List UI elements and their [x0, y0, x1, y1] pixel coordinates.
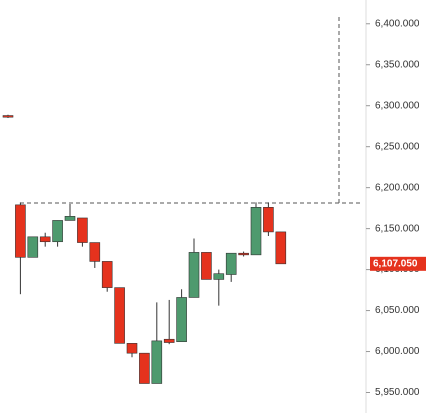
candle-body: [250, 207, 262, 256]
candle-body: [126, 343, 138, 354]
last-price-box: [370, 256, 426, 271]
y-tick-label: 6,300.000: [375, 100, 420, 111]
candle-body: [2, 115, 14, 118]
y-tick-label: 6,400.000: [375, 18, 420, 29]
candle-body: [27, 236, 39, 258]
candle-body: [114, 287, 125, 344]
candle-body: [101, 261, 113, 288]
candle-body: [275, 231, 287, 265]
candle-body: [225, 252, 237, 275]
candle-body: [89, 242, 101, 262]
candle-body: [176, 297, 187, 343]
candle-body: [188, 252, 200, 298]
y-tick-label: 5,950.000: [375, 387, 420, 398]
candle-body: [139, 352, 150, 384]
candle-body: [39, 236, 51, 243]
y-tick-label: 6,050.000: [375, 305, 420, 316]
candle-body: [163, 338, 175, 343]
candle-body: [52, 220, 63, 243]
candle-body: [151, 340, 163, 384]
y-tick-label: 6,150.000: [375, 223, 420, 234]
y-tick-label: 6,350.000: [375, 59, 420, 70]
candle-body: [201, 252, 212, 280]
candle-body: [238, 252, 249, 256]
y-tick-label: 6,250.000: [375, 141, 420, 152]
candle-body: [77, 217, 88, 243]
candle-body: [213, 273, 225, 280]
candle-body: [64, 216, 76, 221]
candle-body: [15, 204, 26, 258]
last-price-label: 6,107.050: [373, 258, 418, 269]
y-tick-label: 6,000.000: [375, 346, 420, 357]
y-tick-label: 6,200.000: [375, 182, 420, 193]
candle-body: [263, 207, 274, 233]
